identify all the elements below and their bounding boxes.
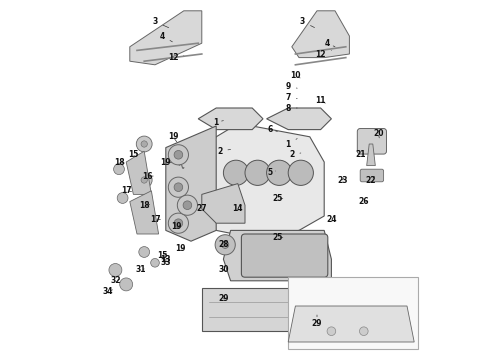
Circle shape bbox=[117, 193, 128, 203]
Text: 18: 18 bbox=[139, 201, 149, 210]
Polygon shape bbox=[367, 144, 375, 166]
Polygon shape bbox=[130, 11, 202, 65]
Circle shape bbox=[120, 278, 133, 291]
Text: 19: 19 bbox=[168, 132, 178, 142]
Circle shape bbox=[267, 160, 292, 185]
Text: 29: 29 bbox=[312, 315, 322, 328]
Text: 30: 30 bbox=[218, 266, 229, 275]
Circle shape bbox=[109, 264, 122, 276]
Text: 19: 19 bbox=[175, 244, 185, 253]
Text: 1: 1 bbox=[214, 118, 223, 127]
Circle shape bbox=[183, 201, 192, 210]
Circle shape bbox=[169, 177, 189, 197]
Text: 33: 33 bbox=[161, 258, 171, 267]
Circle shape bbox=[151, 258, 159, 267]
Text: 4: 4 bbox=[160, 32, 172, 42]
Text: 20: 20 bbox=[373, 129, 384, 138]
Circle shape bbox=[288, 160, 314, 185]
Text: 23: 23 bbox=[337, 176, 347, 185]
Circle shape bbox=[245, 160, 270, 185]
FancyBboxPatch shape bbox=[357, 129, 387, 154]
Text: 4: 4 bbox=[325, 39, 335, 48]
Text: 18: 18 bbox=[114, 158, 124, 166]
Polygon shape bbox=[223, 230, 331, 281]
Circle shape bbox=[223, 160, 248, 185]
Text: 16: 16 bbox=[143, 172, 153, 181]
Text: 17: 17 bbox=[121, 186, 132, 195]
Text: 6: 6 bbox=[268, 125, 277, 134]
Polygon shape bbox=[288, 306, 414, 342]
Text: 3: 3 bbox=[152, 17, 169, 28]
Text: 5: 5 bbox=[268, 168, 275, 177]
Circle shape bbox=[141, 141, 147, 147]
Circle shape bbox=[215, 235, 235, 255]
Text: 9: 9 bbox=[286, 82, 297, 91]
Circle shape bbox=[136, 172, 152, 188]
Text: 21: 21 bbox=[355, 150, 366, 159]
Circle shape bbox=[327, 327, 336, 336]
Polygon shape bbox=[267, 108, 331, 130]
Polygon shape bbox=[198, 108, 263, 130]
Text: 1: 1 bbox=[286, 139, 297, 149]
Text: 15: 15 bbox=[128, 150, 139, 159]
Circle shape bbox=[169, 213, 189, 233]
Text: 3: 3 bbox=[300, 17, 315, 28]
Circle shape bbox=[174, 219, 183, 228]
Bar bbox=[288, 277, 418, 349]
Text: 13: 13 bbox=[161, 255, 171, 264]
Text: 32: 32 bbox=[110, 276, 121, 285]
Text: 19: 19 bbox=[172, 222, 182, 231]
Circle shape bbox=[141, 177, 147, 183]
Text: 26: 26 bbox=[359, 197, 369, 206]
Circle shape bbox=[174, 183, 183, 192]
Text: 27: 27 bbox=[196, 204, 207, 213]
Circle shape bbox=[114, 164, 124, 175]
Text: 31: 31 bbox=[135, 266, 146, 275]
Text: 24: 24 bbox=[326, 215, 337, 224]
Polygon shape bbox=[202, 184, 245, 223]
Circle shape bbox=[139, 247, 149, 257]
Text: 29: 29 bbox=[218, 294, 229, 303]
Text: 25: 25 bbox=[272, 194, 283, 202]
Polygon shape bbox=[202, 288, 317, 331]
Text: 2: 2 bbox=[289, 150, 301, 159]
Text: 2: 2 bbox=[217, 147, 231, 156]
Text: 15: 15 bbox=[157, 251, 168, 260]
Circle shape bbox=[177, 195, 197, 215]
Text: 8: 8 bbox=[286, 104, 297, 113]
Circle shape bbox=[174, 150, 183, 159]
Text: 7: 7 bbox=[286, 93, 297, 102]
Text: 12: 12 bbox=[168, 53, 184, 62]
Text: 14: 14 bbox=[233, 204, 243, 213]
Text: 25: 25 bbox=[272, 233, 283, 242]
Text: 28: 28 bbox=[218, 240, 229, 249]
FancyBboxPatch shape bbox=[242, 234, 328, 277]
Text: 34: 34 bbox=[103, 287, 114, 296]
Circle shape bbox=[360, 327, 368, 336]
Text: 19: 19 bbox=[161, 158, 171, 166]
Text: 17: 17 bbox=[149, 215, 160, 224]
Text: 22: 22 bbox=[366, 176, 376, 185]
Polygon shape bbox=[202, 126, 324, 238]
Polygon shape bbox=[126, 151, 151, 194]
Polygon shape bbox=[130, 191, 159, 234]
Circle shape bbox=[136, 136, 152, 152]
Text: 12: 12 bbox=[316, 50, 331, 59]
Polygon shape bbox=[166, 126, 216, 241]
Polygon shape bbox=[292, 11, 349, 58]
Circle shape bbox=[169, 145, 189, 165]
Text: 11: 11 bbox=[316, 96, 326, 105]
FancyBboxPatch shape bbox=[360, 169, 384, 182]
Text: 10: 10 bbox=[290, 71, 301, 80]
Circle shape bbox=[221, 241, 229, 248]
